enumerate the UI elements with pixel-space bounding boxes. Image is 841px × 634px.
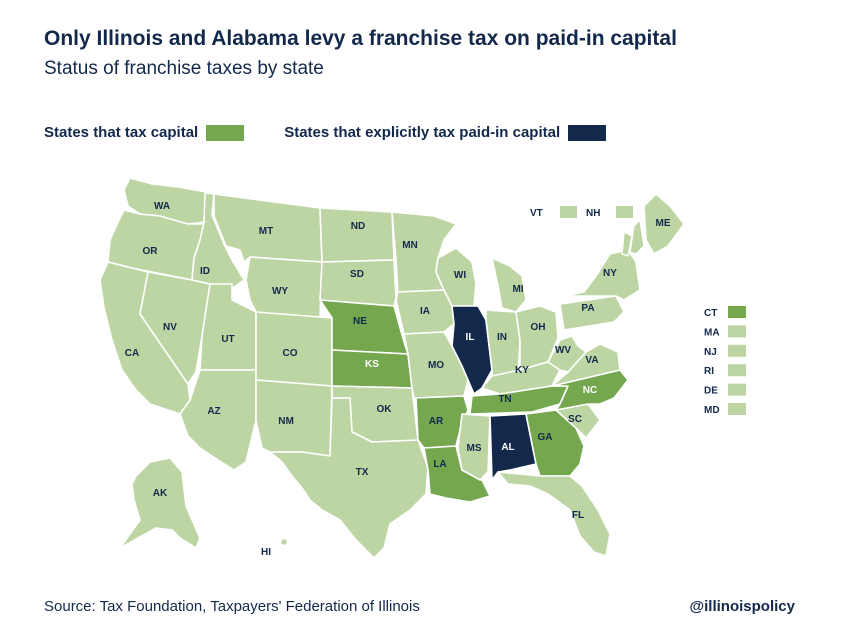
source-note: Source: Tax Foundation, Taxpayers' Feder… bbox=[44, 598, 420, 615]
state-vt bbox=[621, 230, 633, 257]
chart-title: Only Illinois and Alabama levy a franchi… bbox=[44, 27, 677, 50]
state-label-hi: HI bbox=[261, 547, 271, 558]
state-sd bbox=[319, 259, 397, 307]
callout-label-ma: MA bbox=[704, 327, 720, 338]
state-label-mt: MT bbox=[259, 226, 273, 237]
state-label-me: ME bbox=[656, 218, 671, 229]
state-il bbox=[451, 305, 493, 395]
state-hi bbox=[279, 537, 289, 547]
legend-swatch-tax-capital bbox=[206, 124, 245, 141]
state-label-pa: PA bbox=[581, 303, 594, 314]
state-label-ks: KS bbox=[365, 359, 379, 370]
callout-label-de: DE bbox=[704, 386, 718, 397]
state-label-tx: TX bbox=[356, 467, 369, 478]
state-label-ga: GA bbox=[538, 432, 553, 443]
state-nc bbox=[551, 369, 629, 411]
state-ak bbox=[119, 457, 201, 549]
state-label-ut: UT bbox=[221, 334, 234, 345]
state-label-wi: WI bbox=[454, 270, 466, 281]
callout-label-nj: NJ bbox=[704, 347, 717, 358]
state-label-nc: NC bbox=[583, 385, 597, 396]
state-label-va: VA bbox=[585, 355, 598, 366]
state-wv bbox=[547, 335, 587, 373]
state-label-tn: TN bbox=[498, 394, 511, 405]
callout-label-ct: CT bbox=[704, 308, 717, 319]
state-label-in: IN bbox=[497, 332, 507, 343]
state-label-wy: WY bbox=[272, 286, 288, 297]
legend-item-paid-in-capital: States that explicitly tax paid-in capit… bbox=[284, 124, 607, 141]
legend-label-tax-capital: States that tax capital bbox=[44, 124, 199, 141]
state-label-mn: MN bbox=[402, 240, 418, 251]
state-label-il: IL bbox=[466, 332, 475, 343]
state-label-nm: NM bbox=[278, 416, 294, 427]
state-label-mi: MI bbox=[512, 284, 523, 295]
state-pa bbox=[559, 295, 625, 331]
state-label-ny: NY bbox=[603, 268, 617, 279]
state-label-mo: MO bbox=[428, 360, 444, 371]
state-me bbox=[643, 193, 685, 255]
callout-swatch-nh bbox=[616, 206, 633, 218]
state-label-or: OR bbox=[143, 246, 159, 257]
social-handle: @illinoispolicy bbox=[689, 598, 795, 615]
state-fl bbox=[497, 471, 611, 557]
state-label-fl: FL bbox=[572, 510, 584, 521]
state-label-la: LA bbox=[433, 459, 446, 470]
state-nh bbox=[629, 218, 645, 255]
state-la bbox=[423, 445, 491, 503]
state-mo bbox=[403, 331, 469, 399]
legend-swatch-paid-in-capital bbox=[568, 124, 607, 141]
callout-label-md: MD bbox=[704, 405, 720, 416]
callout-swatch-ri bbox=[728, 364, 746, 377]
callout-swatch-vt bbox=[560, 206, 577, 218]
state-label-nd: ND bbox=[351, 221, 365, 232]
state-label-wa: WA bbox=[154, 201, 170, 212]
state-label-al: AL bbox=[501, 442, 514, 453]
legend-item-tax-capital: States that tax capital bbox=[44, 124, 245, 141]
state-label-ia: IA bbox=[420, 306, 430, 317]
legend: States that tax capital States that expl… bbox=[44, 124, 646, 141]
callout-swatch-nj bbox=[728, 344, 746, 357]
callout-label-nh: NH bbox=[586, 208, 600, 219]
callout-swatch-ct bbox=[728, 306, 746, 318]
state-label-id: ID bbox=[200, 266, 210, 277]
state-tx bbox=[269, 397, 429, 559]
state-label-nv: NV bbox=[163, 322, 177, 333]
state-label-ar: AR bbox=[429, 416, 444, 427]
state-label-oh: OH bbox=[531, 322, 546, 333]
state-label-az: AZ bbox=[207, 406, 220, 417]
state-ne bbox=[319, 299, 409, 355]
state-label-co: CO bbox=[283, 348, 298, 359]
callout-swatch-md bbox=[728, 403, 746, 415]
state-label-ky: KY bbox=[515, 365, 529, 376]
state-az bbox=[179, 369, 257, 471]
state-ny bbox=[563, 249, 641, 301]
state-oh bbox=[515, 305, 559, 371]
state-ar bbox=[415, 395, 469, 449]
state-nm bbox=[255, 379, 333, 457]
state-label-ak: AK bbox=[153, 488, 168, 499]
callout-label-ri: RI bbox=[704, 366, 714, 377]
state-label-sd: SD bbox=[350, 269, 364, 280]
legend-label-paid-in-capital: States that explicitly tax paid-in capit… bbox=[284, 124, 561, 141]
state-label-ok: OK bbox=[377, 404, 393, 415]
state-label-ne: NE bbox=[353, 316, 367, 327]
callout-swatch-de bbox=[728, 383, 746, 396]
state-nd bbox=[319, 207, 395, 263]
state-label-ca: CA bbox=[125, 348, 139, 359]
callout-swatch-ma bbox=[728, 325, 746, 338]
chart-subtitle: Status of franchise taxes by state bbox=[44, 58, 324, 79]
callout-label-vt: VT bbox=[530, 208, 543, 219]
state-label-sc: SC bbox=[568, 414, 582, 425]
state-label-wv: WV bbox=[555, 345, 571, 356]
state-ut bbox=[199, 283, 257, 371]
state-label-ms: MS bbox=[467, 443, 482, 454]
state-mi bbox=[491, 257, 527, 313]
